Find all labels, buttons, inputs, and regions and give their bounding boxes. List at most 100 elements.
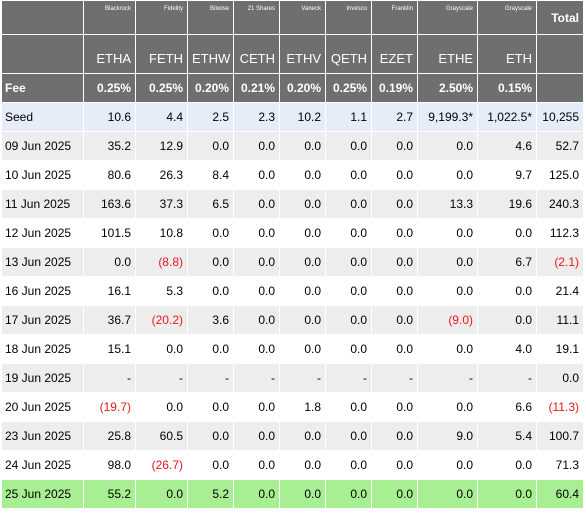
flow-cell: 0.0 [279, 276, 326, 306]
flow-cell: 0.0 [325, 247, 372, 277]
flow-cell: - [325, 363, 372, 393]
flow-cell: 0.0 [279, 450, 326, 480]
flow-cell: 25.8 [83, 421, 136, 451]
flow-cell: - [83, 363, 136, 393]
fee-value: 0.21% [233, 73, 280, 103]
flow-cell: 80.6 [83, 160, 136, 190]
flow-cell: 0.0 [417, 131, 478, 161]
flow-cell: 4.4 [135, 102, 188, 132]
flow-cell: 37.3 [135, 189, 188, 219]
ticker-header: EZET [371, 34, 418, 74]
flow-cell: 0.0 [279, 131, 326, 161]
flow-cell: 0.0 [325, 334, 372, 364]
flow-cell: 0.0 [233, 160, 280, 190]
flow-cell: 0.0 [371, 334, 418, 364]
flow-cell: (19.7) [83, 392, 136, 422]
table-row: 20 Jun 2025 (19.7) 0.0 0.0 0.0 1.8 0.0 0.0 0.0 6.… [1, 392, 584, 422]
total-cell: 52.7 [536, 131, 584, 161]
total-cell: 112.3 [536, 218, 584, 248]
flow-cell: 5.3 [135, 276, 188, 306]
flow-cell: 0.0 [417, 276, 478, 306]
flow-cell: 0.0 [233, 421, 280, 451]
flow-cell: 2.7 [371, 102, 418, 132]
flow-cell: 5.2 [187, 479, 234, 509]
flow-cell: 0.0 [417, 392, 478, 422]
fee-value: 0.25% [135, 73, 188, 103]
flow-cell: 0.0 [371, 131, 418, 161]
flow-cell: 0.0 [325, 450, 372, 480]
issuer-header: Invesco [325, 0, 372, 35]
corner-cell [1, 34, 84, 74]
flow-cell: 0.0 [417, 160, 478, 190]
issuer-header-row: Blackrock Fidelity Bitwise 21 Shares Van… [1, 0, 584, 35]
flow-cell: 55.2 [83, 479, 136, 509]
flow-cell: 0.0 [233, 218, 280, 248]
fee-value: 0.19% [371, 73, 418, 103]
flow-cell: 0.0 [417, 247, 478, 277]
flow-cell: 0.0 [325, 421, 372, 451]
flow-cell: 0.0 [279, 421, 326, 451]
flow-cell: 0.0 [135, 392, 188, 422]
flow-cell: 0.0 [187, 450, 234, 480]
flow-cell: 0.0 [325, 305, 372, 335]
flow-cell: 3.6 [187, 305, 234, 335]
flow-cell: 0.0 [233, 392, 280, 422]
date-cell: 20 Jun 2025 [1, 392, 84, 422]
flow-cell: - [417, 363, 478, 393]
flow-cell: 0.0 [325, 189, 372, 219]
total-cell: 125.0 [536, 160, 584, 190]
table-row: 16 Jun 2025 16.1 5.3 0.0 0.0 0.0 0.0 0.0 0.0 0.0 2… [1, 276, 584, 306]
flow-cell: 9.0 [417, 421, 478, 451]
fee-value: 0.25% [325, 73, 372, 103]
table-row: 18 Jun 2025 15.1 0.0 0.0 0.0 0.0 0.0 0.0 0.0 4.0 1… [1, 334, 584, 364]
issuer-header: Bitwise [187, 0, 234, 35]
issuer-header: 21 Shares [233, 0, 280, 35]
total-cell: (2.1) [536, 247, 584, 277]
flow-cell: 10.6 [83, 102, 136, 132]
table-row: 10 Jun 2025 80.6 26.3 8.4 0.0 0.0 0.0 0.0 0.0 9.7… [1, 160, 584, 190]
flow-cell: 10.8 [135, 218, 188, 248]
date-cell: 17 Jun 2025 [1, 305, 84, 335]
corner-cell [1, 0, 84, 35]
flow-cell: 0.0 [371, 276, 418, 306]
flow-cell: 0.0 [371, 218, 418, 248]
flow-cell: 8.4 [187, 160, 234, 190]
flow-cell: 0.0 [371, 305, 418, 335]
table-row: 12 Jun 2025 101.5 10.8 0.0 0.0 0.0 0.0 0.0 0.0 0.… [1, 218, 584, 248]
ticker-header: CETH [233, 34, 280, 74]
flow-cell: 12.9 [135, 131, 188, 161]
total-cell: 11.1 [536, 305, 584, 335]
table-row: 19 Jun 2025- - - - - - - - -0.0 [1, 363, 584, 393]
flow-cell: 0.0 [233, 247, 280, 277]
flow-cell: 19.6 [477, 189, 537, 219]
flow-cell: 0.0 [233, 189, 280, 219]
flow-cell: 0.0 [187, 276, 234, 306]
date-cell: 18 Jun 2025 [1, 334, 84, 364]
etf-flows-table: Blackrock Fidelity Bitwise 21 Shares Van… [1, 0, 584, 509]
flow-cell: 0.0 [371, 421, 418, 451]
total-cell: 100.7 [536, 421, 584, 451]
fee-value: 0.20% [187, 73, 234, 103]
flow-cell: 0.0 [279, 247, 326, 277]
flow-cell: (26.7) [135, 450, 188, 480]
flow-cell: - [187, 363, 234, 393]
flow-cell: 0.0 [417, 218, 478, 248]
flow-cell: 0.0 [233, 305, 280, 335]
flow-cell: 0.0 [187, 421, 234, 451]
flow-cell: 0.0 [325, 131, 372, 161]
flow-cell: 6.7 [477, 247, 537, 277]
issuer-header: Fidelity [135, 0, 188, 35]
flow-cell: 2.5 [187, 102, 234, 132]
date-cell: 16 Jun 2025 [1, 276, 84, 306]
ticker-header-row: ETHA FETH ETHW CETH ETHV QETH EZET ETHE … [1, 34, 584, 74]
flow-cell: 0.0 [371, 479, 418, 509]
flow-cell: 0.0 [233, 450, 280, 480]
flow-cell: 0.0 [371, 247, 418, 277]
table-row: 25 Jun 2025 55.2 0.0 5.2 0.0 0.0 0.0 0.0 0.0 0.0 6… [1, 479, 584, 509]
flow-cell: 0.0 [279, 334, 326, 364]
flow-cell: - [279, 363, 326, 393]
seed-row: Seed 10.6 4.4 2.5 2.3 10.2 1.1 2.7 9,199.3* 1,022… [1, 102, 584, 132]
flow-cell: 0.0 [325, 218, 372, 248]
flow-cell: 0.0 [477, 450, 537, 480]
flow-cell: 0.0 [371, 392, 418, 422]
